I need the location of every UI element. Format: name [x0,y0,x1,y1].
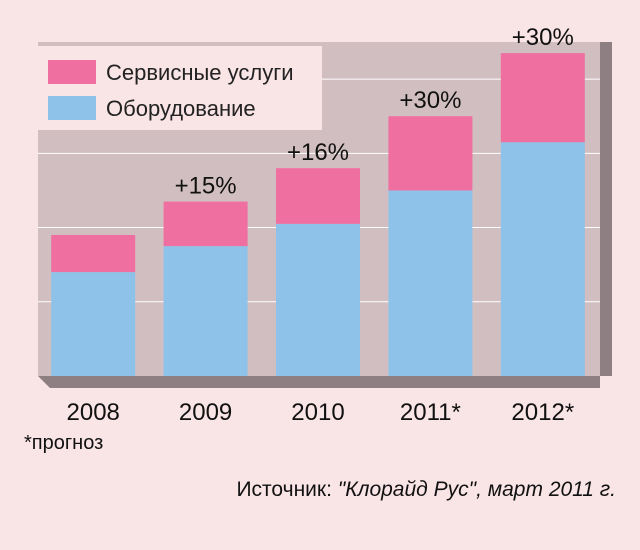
legend-swatch-services [48,60,96,84]
legend: Сервисные услуги Оборудование [38,46,322,130]
bar-services-3 [388,116,473,191]
bar-equipment-2 [276,223,360,376]
bars [51,53,585,376]
bar-equipment-3 [388,190,473,376]
x-tick-labels: 2008 2009 2010 2011* 2012* [67,399,575,426]
bar-equipment-0 [51,272,136,376]
x-tick-label: 2009 [179,399,232,426]
growth-label: +16% [287,139,349,166]
growth-labels: +15% +16% +30% +30% [175,24,574,199]
bar-services-0 [51,234,136,273]
forecast-footnote: *прогноз [24,432,104,454]
bar-services-2 [276,168,360,224]
bar-services-1 [163,201,248,247]
growth-label: +30% [512,24,574,51]
bar-equipment-1 [163,246,248,376]
x-tick-label: 2011* [400,399,461,426]
x-tick-label: 2010 [291,399,344,426]
growth-label: +15% [175,173,237,200]
legend-label-services: Сервисные услуги [106,60,294,85]
bar-equipment-4 [500,142,585,376]
growth-label: +30% [399,87,461,114]
x-tick-label: 2012* [511,399,574,426]
x-tick-label: 2008 [67,399,120,426]
legend-swatch-equipment [48,96,96,120]
legend-label-equipment: Оборудование [106,96,256,121]
bar-services-4 [500,53,585,143]
source-note: Источник: "Клорайд Рус", март 2011 г. [236,478,616,501]
